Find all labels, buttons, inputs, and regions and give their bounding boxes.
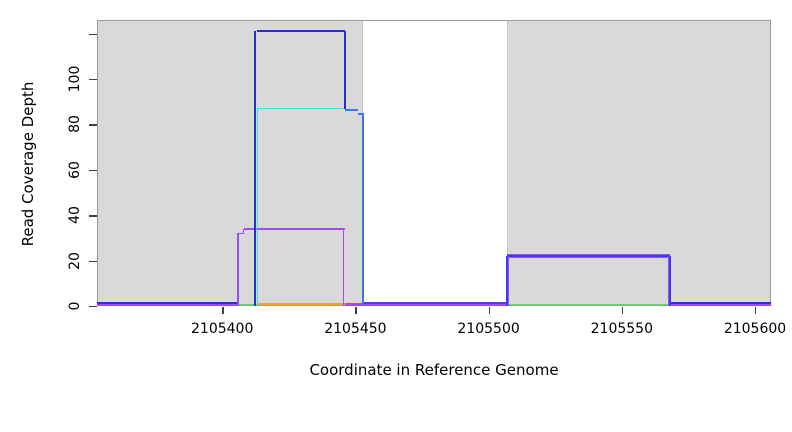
baseline-segment — [238, 303, 257, 306]
y-tick-label: 20 — [67, 251, 83, 270]
series-segment-vertical — [242, 228, 245, 234]
x-tick-mark — [621, 307, 624, 314]
baseline-segment — [669, 302, 771, 305]
coverage-region — [97, 20, 364, 306]
y-tick-label: 100 — [67, 65, 83, 93]
x-axis-title: Coordinate in Reference Genome — [309, 361, 559, 379]
series-segment-horizontal — [507, 255, 670, 257]
y-tick-mark — [89, 124, 97, 126]
y-tick-label: 60 — [67, 160, 83, 179]
x-tick-label: 2105450 — [324, 321, 387, 337]
baseline-segment — [97, 304, 239, 306]
series-segment-horizontal — [243, 228, 345, 230]
x-tick-label: 2105600 — [723, 321, 787, 337]
series-segment-vertical — [342, 228, 345, 306]
series-segment-vertical — [237, 233, 239, 306]
series-segment-horizontal — [344, 108, 359, 111]
y-tick-mark — [89, 260, 97, 262]
x-tick-mark — [355, 307, 357, 314]
series-segment-vertical — [343, 31, 346, 109]
baseline-segment — [97, 302, 239, 305]
series-segment-vertical — [256, 108, 259, 306]
y-tick-mark — [89, 79, 97, 81]
x-tick-label: 2105550 — [590, 321, 653, 337]
series-segment-horizontal — [256, 107, 345, 110]
y-tick-label: 80 — [67, 115, 83, 134]
x-tick-mark — [755, 307, 757, 314]
baseline-segment — [363, 302, 508, 305]
series-segment-vertical — [362, 113, 365, 306]
x-tick-label: 2105400 — [191, 321, 254, 337]
y-tick-mark — [89, 33, 97, 35]
baseline-segment — [507, 303, 670, 306]
baseline-segment — [256, 303, 345, 306]
y-axis-title: Read Coverage Depth — [19, 81, 37, 247]
legend: unique totalunique topunique bottomrepea… — [0, 395, 792, 425]
y-tick-label: 40 — [67, 206, 83, 225]
series-segment-horizontal — [238, 232, 244, 235]
x-tick-mark — [222, 307, 224, 314]
series-segment-horizontal — [358, 113, 364, 116]
x-tick-label: 2105500 — [457, 321, 520, 337]
series-segment-vertical — [506, 256, 509, 306]
baseline-segment — [344, 304, 364, 306]
y-tick-mark — [89, 306, 97, 308]
coverage-region — [507, 20, 771, 306]
y-tick-label: 0 — [67, 301, 83, 311]
series-segment-vertical — [668, 256, 671, 306]
baseline-segment — [363, 304, 508, 306]
y-tick-mark — [89, 215, 97, 217]
baseline-segment — [344, 302, 364, 305]
x-tick-mark — [488, 307, 490, 314]
series-segment-vertical — [254, 31, 256, 306]
series-segment-horizontal — [256, 30, 345, 33]
y-tick-mark — [89, 169, 97, 172]
baseline-segment — [669, 304, 771, 306]
